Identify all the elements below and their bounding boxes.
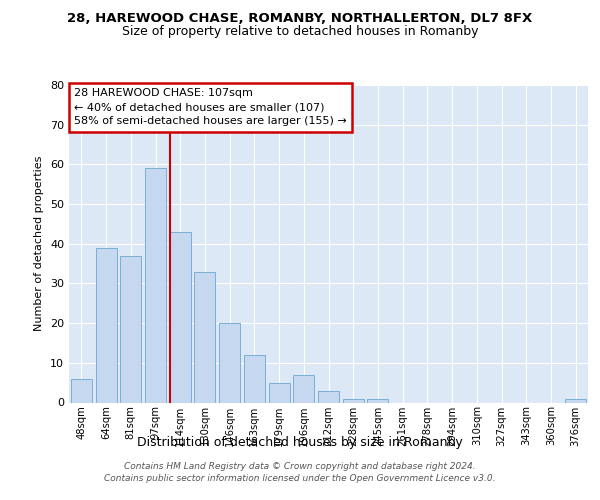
Bar: [194, 272, 215, 402]
Bar: [95, 248, 116, 402]
Bar: [269, 382, 290, 402]
Bar: [71, 378, 92, 402]
Text: 28 HAREWOOD CHASE: 107sqm
← 40% of detached houses are smaller (107)
58% of semi: 28 HAREWOOD CHASE: 107sqm ← 40% of detac…: [74, 88, 347, 126]
Bar: [244, 355, 265, 403]
Bar: [367, 398, 388, 402]
Bar: [120, 256, 141, 402]
Bar: [318, 390, 339, 402]
Bar: [565, 398, 586, 402]
Bar: [170, 232, 191, 402]
Bar: [293, 374, 314, 402]
Text: Size of property relative to detached houses in Romanby: Size of property relative to detached ho…: [122, 25, 478, 38]
Text: Contains HM Land Registry data © Crown copyright and database right 2024.
Contai: Contains HM Land Registry data © Crown c…: [104, 462, 496, 483]
Bar: [219, 323, 240, 402]
Y-axis label: Number of detached properties: Number of detached properties: [34, 156, 44, 332]
Text: Distribution of detached houses by size in Romanby: Distribution of detached houses by size …: [137, 436, 463, 449]
Bar: [145, 168, 166, 402]
Text: 28, HAREWOOD CHASE, ROMANBY, NORTHALLERTON, DL7 8FX: 28, HAREWOOD CHASE, ROMANBY, NORTHALLERT…: [67, 12, 533, 26]
Bar: [343, 398, 364, 402]
